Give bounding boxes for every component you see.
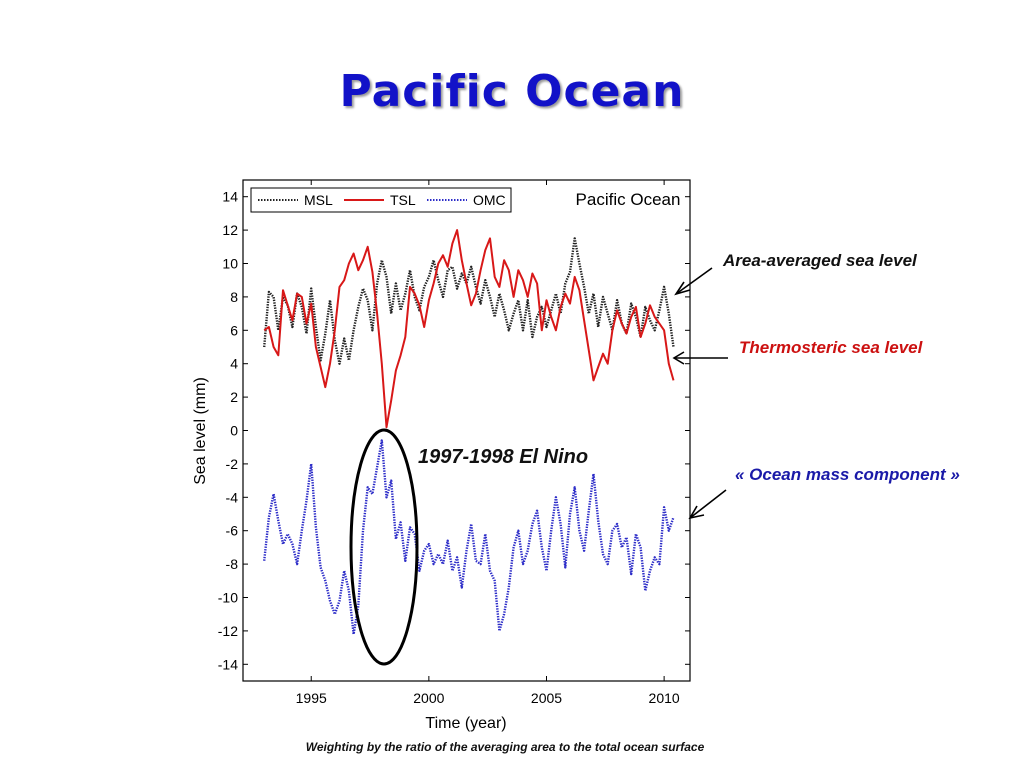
x-tick-label: 2005	[531, 690, 562, 706]
legend-label-omc: OMC	[473, 192, 506, 208]
series-line-tsl	[263, 229, 675, 429]
y-tick-label: 2	[230, 389, 238, 405]
legend-box	[250, 187, 512, 213]
annotation-arrows	[672, 267, 728, 520]
y-tick-label: -4	[226, 489, 239, 505]
y-tick-label: -2	[226, 456, 239, 472]
x-tick-label: 2000	[413, 690, 444, 706]
chart-inner-title: Pacific Ocean	[576, 190, 681, 209]
y-tick-label: -6	[226, 523, 239, 539]
y-tick-label: -14	[218, 656, 238, 672]
y-tick-label: -12	[218, 623, 238, 639]
y-tick-label: 8	[230, 289, 238, 305]
y-tick-label: -8	[226, 556, 239, 572]
legend-label-tsl: TSL	[390, 192, 416, 208]
footer-note: Weighting by the ratio of the averaging …	[305, 740, 705, 754]
legend: MSL TSL OMC	[250, 187, 512, 213]
x-tick-label: 1995	[296, 690, 327, 706]
y-tick-label: -10	[218, 590, 238, 606]
y-tick-label: 4	[230, 356, 238, 372]
arrow-omc	[689, 489, 727, 519]
legend-label-msl: MSL	[304, 192, 333, 208]
arrow-tsl-head	[672, 351, 685, 365]
series-layer	[263, 229, 675, 636]
slide-title: Pacific Ocean	[339, 66, 685, 117]
annotation-omc: « Ocean mass component »	[735, 465, 960, 484]
y-tick-label: 6	[230, 322, 238, 338]
y-axis: 14 12 10 8 6 4 2 0 -2 -4 -6 -8 -10 -12 -14	[218, 189, 690, 672]
arrow-omc-head	[688, 505, 705, 520]
arrow-msl	[675, 267, 713, 295]
el-nino-highlight-ellipse	[349, 428, 419, 666]
annotation-msl: Area-averaged sea level	[723, 251, 917, 270]
y-tick-label: 10	[222, 256, 238, 272]
annotation-tsl: Thermosteric sea level	[739, 338, 923, 357]
y-tick-label: 12	[222, 222, 238, 238]
x-axis: 1995 2000 2005 2010	[296, 180, 680, 706]
x-tick-label: 2010	[649, 690, 680, 706]
series-line-msl	[263, 237, 675, 365]
y-tick-label: 0	[230, 423, 238, 439]
series-line-omc	[263, 439, 675, 636]
annotation-el-nino: 1997-1998 El Nino	[418, 446, 589, 468]
y-tick-label: 14	[222, 189, 238, 205]
plot-frame	[242, 179, 691, 682]
arrow-msl-head	[674, 281, 691, 296]
x-axis-label: Time (year)	[425, 715, 506, 732]
y-axis-label: Sea level (mm)	[192, 377, 209, 485]
